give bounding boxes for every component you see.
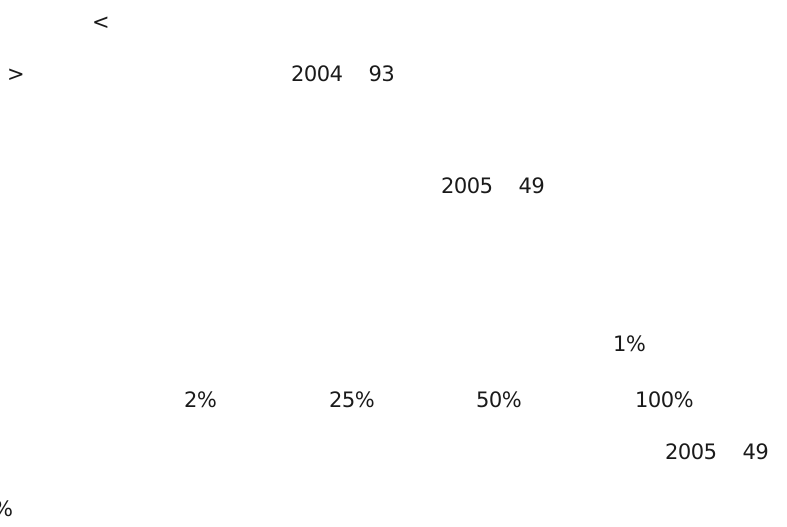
year-2004: 2004 — [291, 62, 343, 86]
greater-than-sign: > — [7, 62, 25, 86]
less-than-sign: < — [92, 10, 110, 34]
percent-1: 1% — [613, 332, 646, 356]
year-2005-second: 2005 — [665, 440, 717, 464]
year-value-2005-second: 2005 49 — [665, 440, 769, 464]
percent-50: 50% — [476, 388, 522, 412]
value-93: 93 — [368, 62, 395, 86]
percent-25: 25% — [329, 388, 375, 412]
percent-2: 2% — [184, 388, 217, 412]
percent-sign-edge: % — [0, 499, 13, 520]
value-49-first: 49 — [518, 174, 545, 198]
year-2005-first: 2005 — [441, 174, 493, 198]
year-value-2005-first: 2005 49 — [441, 174, 545, 198]
year-value-2004: 2004 93 — [291, 62, 395, 86]
value-49-second: 49 — [742, 440, 769, 464]
percent-100: 100% — [635, 388, 694, 412]
